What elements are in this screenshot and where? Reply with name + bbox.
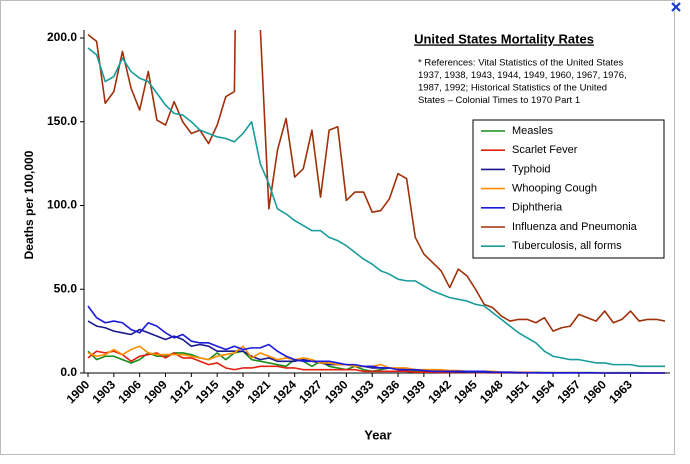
series-line bbox=[87, 30, 666, 332]
y-tick-label: 200.0 bbox=[47, 30, 77, 44]
annotation: * References: Vital Statistics of the Un… bbox=[418, 58, 623, 69]
plot-area bbox=[87, 30, 666, 374]
annotation: 1987, 1992; Historical Statistics of the… bbox=[418, 83, 607, 94]
series-line bbox=[87, 47, 665, 368]
legend-label: Whooping Cough bbox=[512, 183, 597, 195]
close-stroke[interactable] bbox=[671, 2, 681, 12]
legend-label: Typhoid bbox=[512, 163, 551, 175]
y-tick-label: 0.0 bbox=[60, 365, 77, 379]
annotation: States – Colonial Times to 1970 Part 1 bbox=[418, 95, 580, 106]
chart-title: United States Mortality Rates bbox=[414, 31, 594, 46]
series-line bbox=[87, 305, 665, 374]
y-tick-label: 100.0 bbox=[47, 198, 77, 212]
close-icon[interactable] bbox=[671, 2, 681, 12]
legend-label: Diphtheria bbox=[512, 202, 563, 214]
y-tick-label: 150.0 bbox=[47, 114, 77, 128]
y-axis-label: Deaths per 100,000 bbox=[22, 150, 36, 259]
legend-label: Influenza and Pneumonia bbox=[512, 221, 638, 233]
x-axis-label: Year bbox=[364, 427, 391, 442]
legend-label: Measles bbox=[512, 125, 553, 137]
annotation: 1937, 1938, 1943, 1944, 1949, 1960, 1967… bbox=[418, 70, 627, 81]
y-tick-label: 50.0 bbox=[54, 281, 78, 295]
legend-label: Scarlet Fever bbox=[512, 144, 578, 156]
legend-label: Tuberculosis, all forms bbox=[512, 240, 622, 252]
